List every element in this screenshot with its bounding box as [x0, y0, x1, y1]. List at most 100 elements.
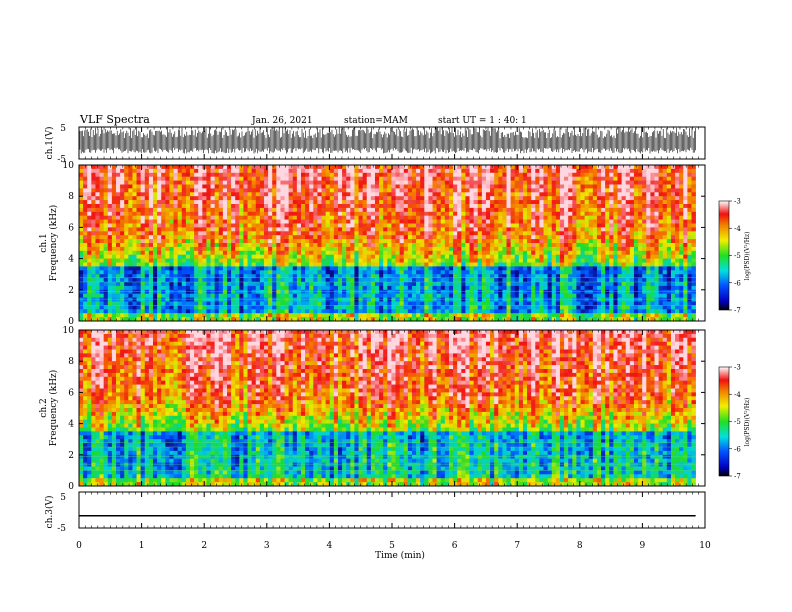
spectrogram-cell	[379, 180, 384, 185]
spectrogram-cell	[128, 293, 133, 298]
spectrogram-cell	[247, 180, 252, 185]
spectrogram-cell	[111, 188, 117, 193]
spectrogram-cell	[543, 180, 548, 185]
spectrogram-cell	[374, 258, 380, 263]
spectrogram-cell	[379, 285, 384, 291]
spectrogram-cell	[609, 184, 614, 189]
spectrogram-cell	[111, 165, 117, 170]
spectrogram-cell	[116, 188, 121, 193]
spectrogram-cell	[362, 266, 368, 271]
spectrogram-cell	[531, 184, 536, 189]
spectrogram-cell	[383, 188, 388, 193]
spectrogram-cell	[453, 188, 458, 193]
spectrogram-cell	[601, 243, 606, 248]
spectrogram-cell	[116, 204, 121, 209]
spectrogram-cell	[243, 282, 248, 287]
spectrogram-cell	[354, 262, 359, 267]
spectrogram-cell	[395, 219, 400, 224]
spectrogram-cell	[173, 196, 178, 201]
spectrogram-cell	[448, 227, 454, 232]
spectrogram-cell	[231, 207, 236, 213]
spectrogram-cell	[358, 200, 363, 205]
spectrogram-cell	[194, 282, 199, 287]
spectrogram-cell	[362, 278, 368, 283]
spectrogram-cell	[251, 274, 257, 279]
spectrogram-cell	[403, 270, 409, 275]
spectrogram-cell	[210, 231, 215, 236]
spectrogram-cell	[259, 270, 265, 275]
spectrogram-cell	[416, 278, 421, 283]
spectrogram-cell	[559, 262, 565, 267]
spectrogram-cell	[231, 219, 236, 224]
spectrogram-cell	[222, 270, 228, 275]
spectrogram-cell	[350, 258, 355, 263]
spectrogram-cell	[535, 196, 540, 201]
spectrogram-cell	[683, 254, 688, 259]
spectrogram-cell	[527, 239, 532, 244]
spectrogram-cell	[679, 282, 684, 287]
spectrogram-cell	[601, 180, 606, 185]
spectrogram-cell	[202, 278, 207, 283]
spectrogram-cell	[358, 231, 363, 236]
spectrogram-cell	[136, 270, 141, 275]
spectrogram-cell	[506, 180, 511, 185]
spectrogram-cell	[251, 200, 257, 205]
spectrogram-cell	[350, 278, 355, 283]
spectrogram-cell	[416, 207, 421, 213]
spectrogram-cell	[506, 165, 511, 170]
spectrogram-cell	[424, 235, 429, 240]
spectrogram-cell	[124, 192, 129, 197]
spectrogram-cell	[650, 274, 655, 279]
spectrogram-cell	[329, 278, 335, 283]
spectrogram-cell	[691, 215, 696, 220]
spectrogram-cell	[440, 231, 446, 236]
spectrogram-cell	[555, 246, 561, 252]
spectrogram-cell	[333, 254, 339, 259]
spectrogram-cell	[140, 258, 146, 263]
spectrogram-cell	[95, 262, 100, 267]
spectrogram-cell	[444, 278, 450, 283]
spectrogram-cell	[296, 180, 302, 185]
spectrogram-cell	[288, 207, 294, 213]
spectrogram-cell	[136, 274, 141, 279]
spectrogram-cell	[116, 223, 121, 228]
spectrogram-cell	[539, 215, 544, 220]
spectrogram-cell	[103, 180, 109, 185]
spectrogram-cell	[666, 250, 672, 255]
spectrogram-cell	[379, 243, 384, 248]
spectrogram-cell	[354, 239, 359, 244]
spectrogram-cell	[321, 211, 326, 216]
spectrogram-cell	[527, 192, 532, 197]
spectrogram-cell	[305, 235, 310, 240]
spectrogram-cell	[510, 168, 516, 174]
spectrogram-cell	[498, 211, 503, 216]
spectrogram-cell	[354, 227, 359, 232]
spectrogram-cell	[103, 270, 109, 275]
spectrogram-cell	[543, 200, 548, 205]
spectrogram-cell	[83, 266, 88, 271]
spectrogram-cell	[654, 266, 659, 271]
spectrogram-cell	[239, 285, 244, 291]
spectrogram-cell	[522, 246, 528, 252]
spectrogram-cell	[490, 278, 495, 283]
spectrogram-cell	[531, 289, 536, 294]
spectrogram-cell	[218, 192, 224, 197]
spectrogram-cell	[650, 200, 655, 205]
spectrogram-cell	[120, 278, 125, 283]
spectrogram-cell	[675, 219, 680, 224]
spectrogram-cell	[469, 219, 474, 224]
spectrogram-cell	[247, 243, 252, 248]
spectrogram-cell	[144, 235, 150, 240]
spectrogram-cell	[333, 278, 339, 283]
spectrogram-cell	[247, 227, 252, 232]
spectrogram-cell	[309, 282, 314, 287]
spectrogram-cell	[658, 246, 664, 252]
spectrogram-cell	[329, 235, 335, 240]
spectrogram-cell	[403, 200, 409, 205]
spectrogram-cell	[457, 274, 462, 279]
spectrogram-cell	[222, 285, 228, 291]
spectrogram-cell	[251, 270, 257, 275]
spectrogram-cell	[173, 285, 178, 291]
spectrogram-cell	[658, 274, 664, 279]
spectrogram-cell	[247, 196, 252, 201]
